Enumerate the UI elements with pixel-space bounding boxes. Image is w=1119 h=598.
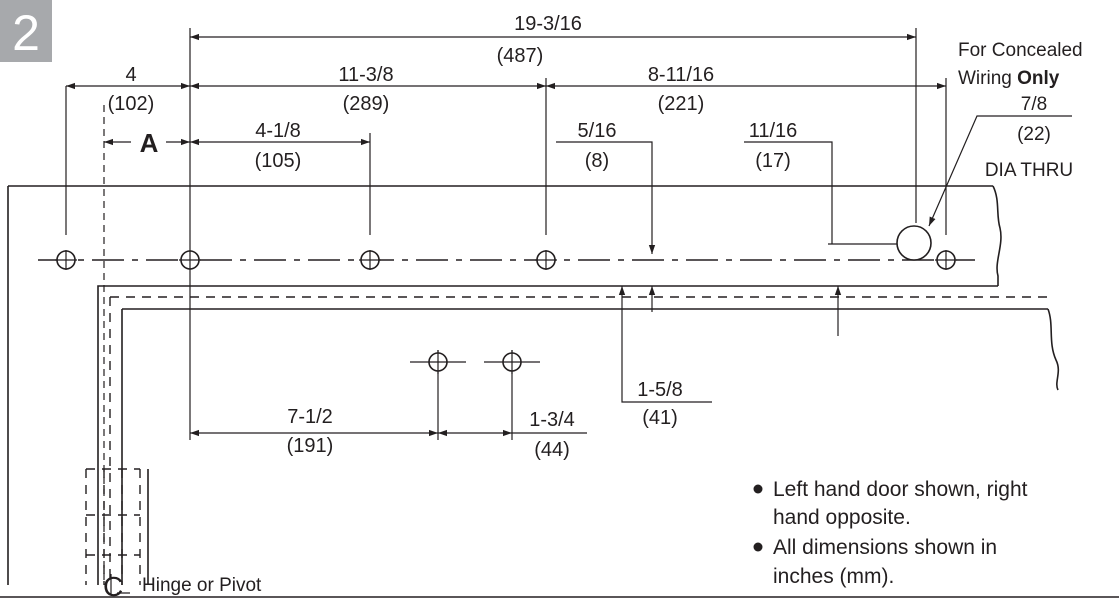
- dim-19-3-16-mm: (487): [497, 45, 544, 67]
- extension-lines: [65, 28, 947, 440]
- dim-8-11-16-in: 8-11/16: [648, 64, 714, 86]
- notes: Left hand door shown, right hand opposit…: [753, 478, 1028, 588]
- hole: [935, 250, 957, 270]
- dim-5-16-in: 5/16: [578, 120, 617, 142]
- dim-8-11-16-mm: (221): [658, 93, 705, 115]
- leader-lines: [556, 115, 1072, 403]
- dim-1-3-4-in: 1-3/4: [529, 409, 575, 431]
- dimension-lines: [66, 33, 946, 437]
- dim-4-1-8-in: 4-1/8: [255, 120, 301, 142]
- centerline-symbol: C: [103, 571, 123, 598]
- dim-11-3-8-in: 11-3/8: [338, 64, 393, 86]
- bullet-icon: [753, 542, 763, 552]
- dim-7-1-2-mm: (191): [287, 435, 334, 457]
- dim-19-3-16-in: 19-3/16: [514, 13, 582, 35]
- hole: [179, 250, 201, 270]
- door-edge-hidden: [109, 296, 1048, 585]
- wiring-line-2-prefix: Wiring: [958, 68, 1017, 89]
- dim-11-16-mm: (17): [755, 150, 791, 172]
- hinge-pivot-label: Hinge or Pivot: [142, 575, 262, 596]
- hole: [484, 350, 540, 374]
- label-a: A: [140, 128, 159, 158]
- hole: [535, 250, 557, 270]
- mounting-holes: [55, 225, 957, 374]
- dim-1-5-8-in: 1-5/8: [637, 379, 683, 401]
- hole: [359, 250, 381, 270]
- wiring-hole: [896, 225, 932, 261]
- dim-7-1-2-in: 7-1/2: [287, 406, 333, 428]
- wiring-dia-in: 7/8: [1021, 94, 1047, 115]
- wiring-dia-mm: (22): [1017, 124, 1051, 145]
- dim-4-1-8-mm: (105): [255, 150, 302, 172]
- step-number: 2: [12, 5, 40, 61]
- wiring-callout: For Concealed Wiring Only 7/8 (22) DIA T…: [958, 40, 1083, 181]
- dim-5-16-mm: (8): [585, 150, 609, 172]
- note-2-line-2: inches (mm).: [773, 565, 894, 588]
- dim-1-3-4-mm: (44): [534, 439, 570, 461]
- hole: [410, 350, 466, 374]
- dim-4-mm: (102): [108, 93, 155, 115]
- hinge-label: C Hinge or Pivot: [103, 571, 262, 598]
- note-1-line-1: Left hand door shown, right: [773, 478, 1028, 501]
- note-2-line-1: All dimensions shown in: [773, 536, 997, 559]
- hole: [55, 250, 77, 270]
- wiring-line-2: Wiring Only: [958, 68, 1060, 89]
- note-1-line-2: hand opposite.: [773, 506, 911, 529]
- wiring-dia-thru: DIA THRU: [985, 160, 1073, 181]
- bullet-icon: [753, 484, 763, 494]
- wiring-only-emphasis: Only: [1017, 68, 1060, 89]
- step-badge: 2: [0, 0, 52, 62]
- dim-4-in: 4: [125, 64, 136, 86]
- dim-1-5-8-mm: (41): [642, 407, 678, 429]
- dimension-labels: 19-3/16 (487) 4 (102) 11-3/8 (289) 8-11/…: [108, 13, 798, 461]
- hinge-pivot-outline: [85, 468, 141, 585]
- dim-11-3-8-mm: (289): [343, 93, 390, 115]
- dim-11-16-in: 11/16: [749, 120, 798, 142]
- wiring-line-1: For Concealed: [958, 40, 1083, 61]
